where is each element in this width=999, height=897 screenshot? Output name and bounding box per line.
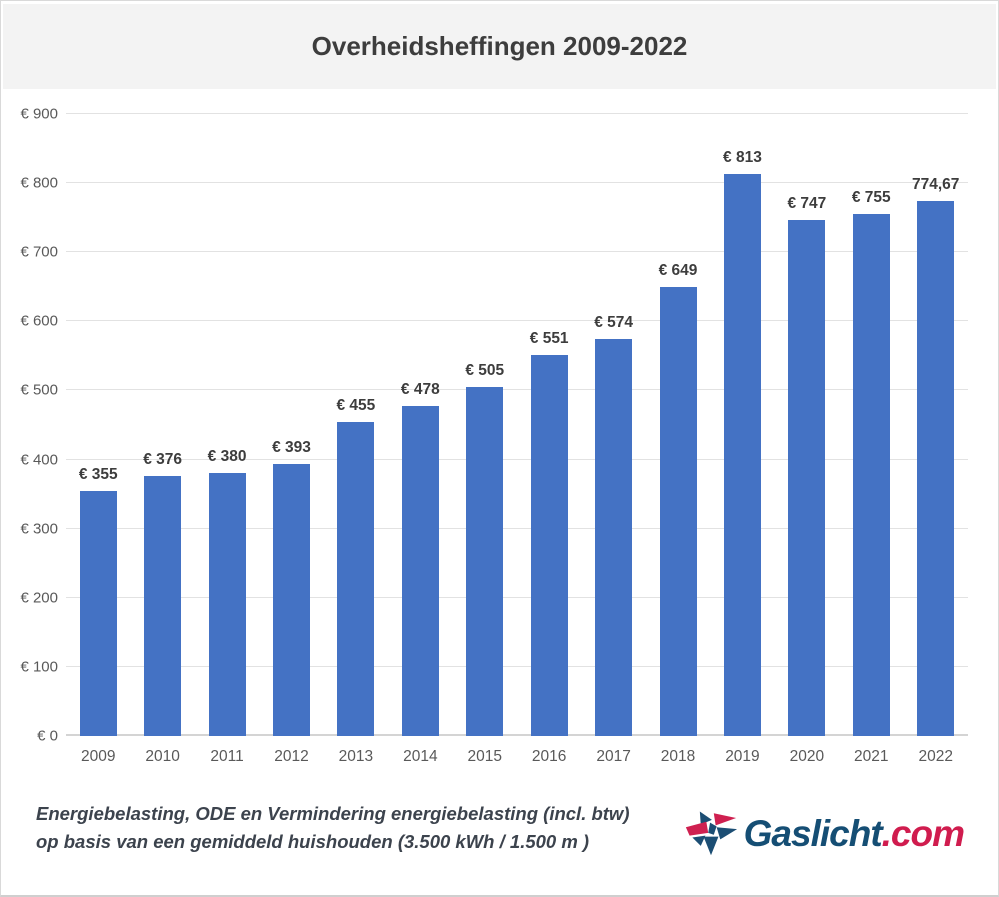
bar-value-label: € 376 (143, 451, 183, 468)
bar-column-2019: € 813 (710, 114, 774, 736)
bar-2014 (401, 406, 439, 736)
gridline (66, 251, 968, 253)
title-band: Overheidsheffingen 2009-2022 (3, 4, 996, 89)
x-tick-label: 2018 (660, 748, 696, 765)
bar-column-2018: € 649 (646, 114, 710, 736)
page-title: Overheidsheffingen 2009-2022 (311, 31, 688, 61)
bar-column-2014: € 478 (388, 114, 452, 736)
footnote-line-2: op basis van een gemiddeld huishouden (3… (36, 831, 590, 852)
gridline (66, 527, 968, 529)
x-axis-labels: 2009 2010 2011 2012 2013 2014 2015 2016 2017 2018… (66, 748, 968, 766)
bar-value-label: 774,67 (911, 176, 960, 193)
bar-2013 (337, 422, 375, 736)
bar-value-label: € 478 (400, 381, 440, 398)
footnote: Energiebelasting, ODE en Vermindering en… (36, 800, 629, 856)
bar-2019 (723, 174, 761, 736)
y-tick-label: € 300 (20, 520, 58, 538)
bar-value-label: € 380 (207, 448, 247, 465)
logo-name: Gaslicht (743, 812, 883, 854)
bar-2011 (208, 473, 246, 736)
gridline (66, 113, 968, 114)
bar-value-label: € 755 (851, 189, 891, 206)
gridline (66, 458, 968, 460)
x-tick-label: 2022 (918, 748, 953, 765)
bar-2009 (79, 491, 117, 736)
bar-2017 (595, 339, 633, 736)
bar-2015 (466, 387, 504, 736)
bar-value-label: € 393 (272, 439, 311, 456)
x-tick-label: 2021 (854, 748, 889, 765)
bar-2022 (917, 201, 955, 736)
bar-2012 (272, 464, 310, 736)
bar-column-2020: € 747 (775, 114, 839, 736)
bar-column-2011: € 380 (195, 114, 259, 736)
bars-container: € 355 € 376 € 380 € 393 € 455 € 478 € 505 € 551… (66, 114, 968, 736)
bar-value-label: € 355 (78, 466, 118, 483)
logo-tld: .com (881, 812, 965, 854)
bar-value-label: € 649 (658, 262, 698, 279)
gridline (66, 182, 968, 184)
y-axis-labels: € 0 € 100 € 200 € 300 € 400 € 500 € 600 € 700 € … (1, 106, 58, 745)
bar-column-2015: € 505 (453, 114, 517, 736)
y-tick-label: € 0 (37, 727, 58, 745)
gridline (66, 665, 968, 667)
y-tick-label: € 200 (20, 589, 58, 607)
gaslicht-logo: Gaslicht.com (683, 804, 965, 863)
y-tick-label: € 600 (20, 312, 58, 330)
y-tick-label: € 500 (20, 381, 58, 399)
gridline (66, 320, 968, 322)
x-tick-label: 2019 (725, 748, 760, 765)
bar-value-label: € 505 (465, 362, 505, 379)
x-tick-label: 2016 (531, 748, 567, 765)
x-tick-label: 2010 (145, 748, 180, 765)
y-tick-label: € 800 (20, 174, 58, 192)
logo-text: Gaslicht.com (743, 812, 965, 855)
bar-column-2009: € 355 (66, 114, 130, 736)
gridline (66, 596, 968, 598)
gridline (66, 389, 968, 391)
bar-column-2022: 774,67 (903, 114, 967, 736)
bar-value-label: € 551 (529, 330, 569, 347)
x-tick-label: 2009 (80, 748, 116, 765)
bar-2020 (788, 220, 826, 736)
bar-column-2012: € 393 (259, 114, 323, 736)
x-tick-label: 2020 (789, 748, 825, 765)
x-axis-line (66, 734, 968, 736)
bar-value-label: € 813 (723, 149, 762, 166)
bar-value-label: € 455 (336, 397, 376, 414)
bar-2021 (852, 214, 890, 736)
bar-column-2017: € 574 (581, 114, 645, 736)
bar-column-2016: € 551 (517, 114, 581, 736)
bar-value-label: € 574 (594, 314, 633, 331)
gaslicht-pinwheel-icon (683, 804, 739, 863)
y-tick-label: € 100 (20, 658, 58, 676)
footnote-line-1: Energiebelasting, ODE en Vermindering en… (36, 803, 630, 824)
bar-value-label: € 747 (787, 195, 827, 212)
x-tick-label: 2017 (596, 748, 631, 765)
x-tick-label: 2014 (403, 748, 438, 765)
bar-2010 (144, 476, 182, 736)
bar-2016 (530, 355, 568, 736)
bar-column-2013: € 455 (324, 114, 388, 736)
x-tick-label: 2013 (338, 748, 374, 765)
plot-area: € 355 € 376 € 380 € 393 € 455 € 478 € 505 € 551… (66, 113, 968, 736)
y-tick-label: € 700 (20, 243, 58, 261)
y-tick-label: € 900 (20, 105, 58, 123)
x-tick-label: 2011 (210, 748, 244, 765)
x-tick-label: 2015 (467, 748, 502, 765)
y-tick-label: € 400 (20, 451, 58, 469)
bar-column-2021: € 755 (839, 114, 903, 736)
bar-2018 (659, 287, 697, 736)
x-tick-label: 2012 (274, 748, 309, 765)
bar-column-2010: € 376 (130, 114, 194, 736)
